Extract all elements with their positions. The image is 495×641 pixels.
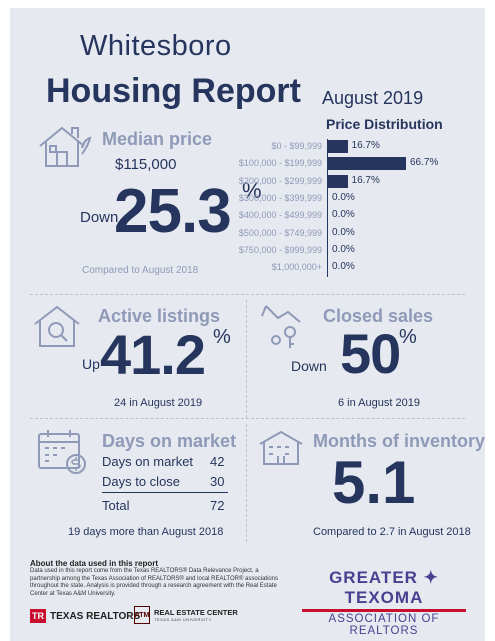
- house-search-icon: [34, 305, 80, 347]
- closed-change: 50: [340, 322, 401, 385]
- inventory-note: Compared to 2.7 in August 2018: [313, 526, 471, 538]
- closed-direction: Down: [291, 358, 327, 374]
- days-total-value: 72: [210, 498, 225, 513]
- house-icon: [39, 126, 92, 167]
- gta-logo-line2: ASSOCIATION OF REALTORS: [328, 613, 440, 637]
- active-percent-sign: %: [213, 326, 231, 348]
- distribution-category-label: $1,000,000+: [271, 262, 322, 273]
- real-estate-center-logo: ATM REAL ESTATE CENTER TEXAS A&M UNIVERS…: [134, 606, 238, 624]
- median-price-heading: Median price: [102, 129, 213, 149]
- days-total-rule: [102, 492, 228, 493]
- distribution-bar: [328, 140, 348, 153]
- closed-sales-heading: Closed sales: [323, 306, 434, 326]
- distribution-value-label: 0.0%: [332, 261, 355, 273]
- median-price-value: $115,000: [115, 156, 177, 173]
- distribution-category-label: $750,000 - $999,999: [238, 244, 322, 255]
- building-icon: [259, 430, 303, 465]
- distribution-value-label: 16.7%: [351, 140, 380, 151]
- dom-label: Days on market: [102, 454, 194, 469]
- active-listings-heading: Active listings: [98, 306, 221, 326]
- median-direction: Down: [80, 209, 119, 226]
- texas-realtors-logo: TR TEXAS REALTORS: [30, 608, 140, 624]
- distribution-category-label: $0 - $99,999: [271, 141, 322, 151]
- report-month: August 2019: [322, 88, 424, 108]
- median-percent-sign: %: [242, 178, 262, 203]
- report-title: Housing Report: [46, 72, 301, 110]
- about-text: Data used in this report come from the T…: [30, 568, 279, 597]
- rec-logo-sub: TEXAS A&M UNIVERSITY: [154, 617, 212, 622]
- active-count: 24 in August 2019: [114, 397, 203, 409]
- greater-texoma-logo: GREATER ✦ TEXOMA ASSOCIATION OF REALTORS: [298, 568, 470, 637]
- median-compare: Compared to August 2018: [82, 265, 199, 276]
- distribution-category-label: $200,000 - $299,999: [238, 175, 322, 186]
- distribution-category-label: $500,000 - $749,999: [238, 227, 322, 238]
- distribution-category-label: $300,000 - $399,999: [238, 192, 322, 203]
- median-change: 25.3: [114, 177, 232, 246]
- days-note: 19 days more than August 2018: [68, 526, 224, 538]
- distribution-category-label: $400,000 - $499,999: [238, 210, 322, 221]
- closed-count: 6 in August 2019: [338, 397, 420, 409]
- active-change: 41.2: [100, 323, 206, 386]
- distribution-category-label: $100,000 - $199,999: [238, 158, 322, 169]
- report-page: Whitesboro Housing Report August 2019 Me…: [10, 8, 485, 641]
- distribution-axis-line: [327, 139, 328, 278]
- dtc-value: 30: [210, 474, 225, 489]
- distribution-value-label: 0.0%: [332, 243, 355, 255]
- days-total-label: Total: [102, 498, 130, 513]
- distribution-value-label: 16.7%: [351, 174, 380, 186]
- distribution-value-label: 0.0%: [332, 209, 355, 221]
- price-distribution-title: Price Distribution: [326, 116, 443, 132]
- rec-logo-text: REAL ESTATE CENTER: [154, 608, 238, 617]
- about-heading: About the data used in this report: [30, 559, 159, 568]
- gta-logo-line1: GREATER ✦ TEXOMA: [329, 568, 439, 607]
- distribution-value-label: 0.0%: [332, 226, 355, 238]
- calendar-dollar-icon: [38, 430, 86, 474]
- active-direction: Up: [82, 356, 100, 372]
- months-inventory-value: 5.1: [332, 449, 416, 516]
- dtc-label: Days to close: [102, 474, 181, 489]
- distribution-bar: [328, 157, 406, 171]
- handshake-key-icon: [261, 305, 301, 348]
- tr-logo-text: TEXAS REALTORS: [50, 610, 141, 622]
- distribution-value-label: 0.0%: [332, 191, 355, 203]
- days-on-market-heading: Days on market: [102, 431, 237, 451]
- city-title: Whitesboro: [80, 30, 232, 62]
- atm-logo-mark: ATM: [134, 606, 150, 624]
- tr-logo-mark: TR: [30, 609, 46, 623]
- distribution-bar: [328, 174, 348, 188]
- closed-percent-sign: %: [399, 326, 417, 348]
- months-inventory-heading: Months of inventory: [313, 431, 485, 451]
- dom-value: 42: [210, 454, 225, 469]
- gta-logo-rule: [302, 609, 466, 612]
- distribution-value-label: 66.7%: [410, 157, 439, 169]
